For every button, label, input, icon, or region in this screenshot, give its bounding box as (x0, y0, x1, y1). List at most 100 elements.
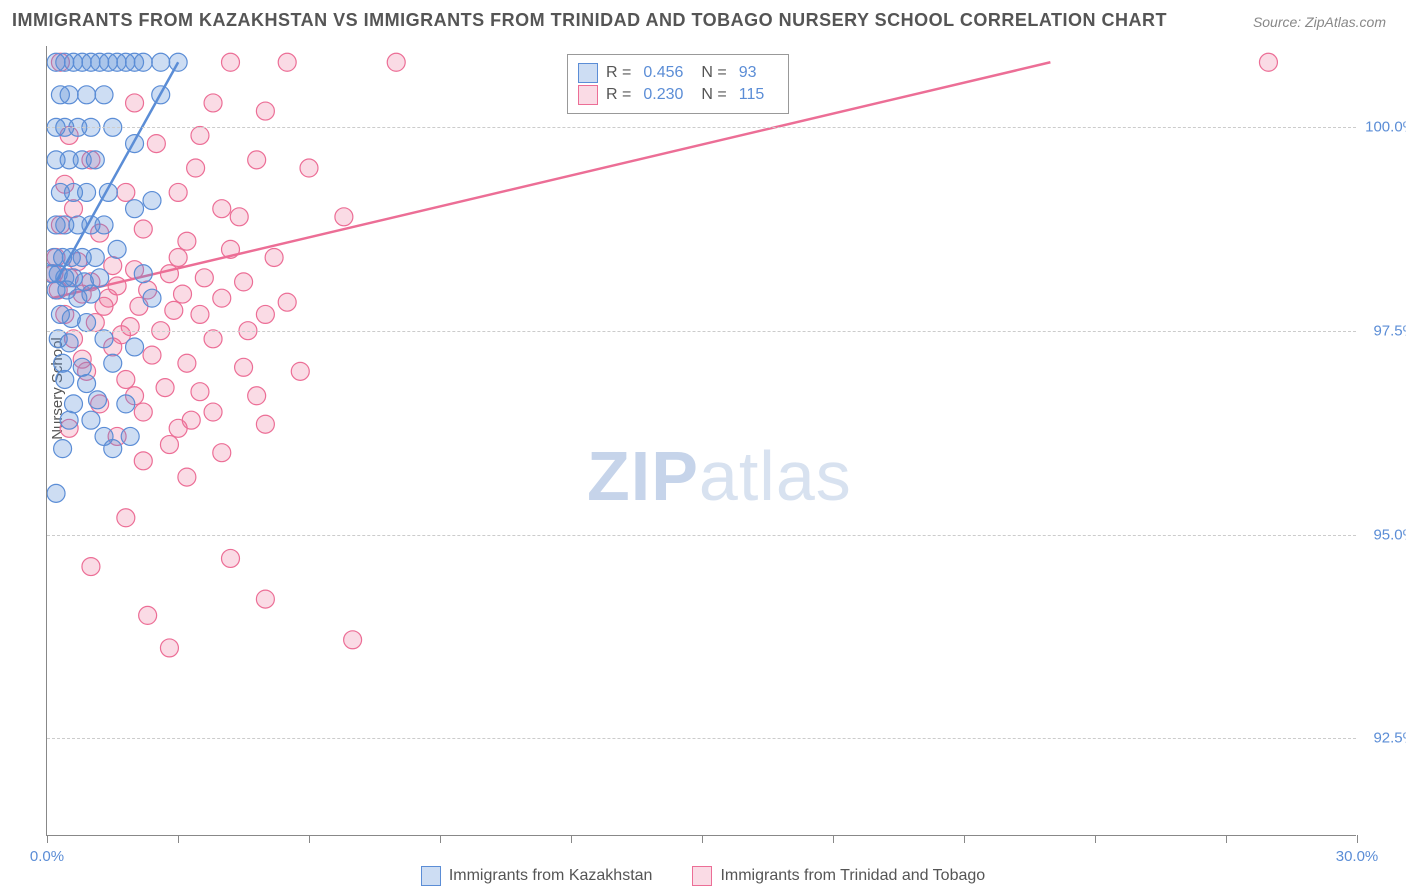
kazakhstan-point (78, 375, 96, 393)
trinidad-point (117, 183, 135, 201)
swatch-trinidad-bottom (692, 866, 712, 886)
n-prefix: N = (701, 64, 726, 82)
kazakhstan-point (56, 371, 74, 389)
gridline-horizontal (47, 127, 1356, 128)
trinidad-point (256, 415, 274, 433)
kazakhstan-point (78, 314, 96, 332)
plot-area: ZIPatlas R = 0.456 N = 93 R = 0.230 N = … (46, 46, 1356, 836)
kazakhstan-point (108, 240, 126, 258)
kazakhstan-point (134, 53, 152, 71)
trinidad-point (248, 387, 266, 405)
kazakhstan-point (86, 248, 104, 266)
trinidad-point (204, 94, 222, 112)
kazakhstan-point (91, 269, 109, 287)
swatch-kazakhstan-bottom (421, 866, 441, 886)
gridline-horizontal (47, 535, 1356, 536)
trinidad-point (213, 200, 231, 218)
trinidad-point (204, 403, 222, 421)
trinidad-point (195, 269, 213, 287)
scatter-svg (47, 46, 1356, 835)
kazakhstan-point (134, 265, 152, 283)
trinidad-point (335, 208, 353, 226)
trinidad-point (222, 549, 240, 567)
y-tick-label: 92.5% (1362, 730, 1406, 747)
stats-row-trinidad: R = 0.230 N = 115 (578, 85, 774, 105)
kazakhstan-point (88, 391, 106, 409)
trinidad-point (178, 354, 196, 372)
trinidad-point (204, 330, 222, 348)
y-tick-label: 97.5% (1362, 323, 1406, 340)
kazakhstan-point (104, 354, 122, 372)
kazakhstan-point (54, 440, 72, 458)
stats-legend-box: R = 0.456 N = 93 R = 0.230 N = 115 (567, 54, 789, 114)
r-prefix: R = (606, 64, 631, 82)
kazakhstan-point (95, 216, 113, 234)
kazakhstan-point (143, 192, 161, 210)
n-prefix: N = (701, 86, 726, 104)
kazakhstan-point (78, 86, 96, 104)
trinidad-point (387, 53, 405, 71)
trinidad-point (344, 631, 362, 649)
trinidad-point (160, 436, 178, 454)
trinidad-point (222, 53, 240, 71)
chart-container: IMMIGRANTS FROM KAZAKHSTAN VS IMMIGRANTS… (0, 0, 1406, 892)
trinidad-point (300, 159, 318, 177)
trinidad-point (213, 289, 231, 307)
kazakhstan-point (82, 411, 100, 429)
stats-row-kazakhstan: R = 0.456 N = 93 (578, 63, 774, 83)
x-tick (1357, 835, 1358, 843)
trinidad-point (147, 135, 165, 153)
r-value-kazakhstan: 0.456 (643, 64, 683, 82)
x-tick (571, 835, 572, 843)
legend-label-kazakhstan: Immigrants from Kazakhstan (449, 867, 653, 885)
trinidad-point (169, 419, 187, 437)
x-tick (702, 835, 703, 843)
kazakhstan-point (121, 427, 139, 445)
trinidad-point (213, 444, 231, 462)
kazakhstan-point (117, 395, 135, 413)
trinidad-point (248, 151, 266, 169)
kazakhstan-point (54, 354, 72, 372)
kazakhstan-point (104, 440, 122, 458)
x-tick (178, 835, 179, 843)
trinidad-point (178, 468, 196, 486)
trinidad-point (256, 590, 274, 608)
x-tick (833, 835, 834, 843)
trinidad-point (156, 379, 174, 397)
trinidad-point (278, 293, 296, 311)
trinidad-point (134, 403, 152, 421)
trinidad-point (178, 232, 196, 250)
source-label: Source: ZipAtlas.com (1253, 14, 1386, 30)
trinidad-trendline (52, 62, 1051, 298)
kazakhstan-point (60, 86, 78, 104)
trinidad-point (169, 183, 187, 201)
n-value-kazakhstan: 93 (739, 64, 757, 82)
trinidad-point (134, 452, 152, 470)
trinidad-point (230, 208, 248, 226)
trinidad-point (291, 362, 309, 380)
y-tick-label: 95.0% (1362, 526, 1406, 543)
kazakhstan-point (86, 151, 104, 169)
swatch-trinidad (578, 85, 598, 105)
trinidad-point (117, 509, 135, 527)
trinidad-point (117, 371, 135, 389)
trinidad-point (139, 606, 157, 624)
gridline-horizontal (47, 738, 1356, 739)
gridline-horizontal (47, 331, 1356, 332)
trinidad-point (174, 285, 192, 303)
trinidad-point (143, 346, 161, 364)
kazakhstan-point (95, 330, 113, 348)
legend-label-trinidad: Immigrants from Trinidad and Tobago (720, 867, 985, 885)
kazakhstan-point (169, 53, 187, 71)
trinidad-point (187, 159, 205, 177)
trinidad-point (160, 639, 178, 657)
y-tick-label: 100.0% (1362, 119, 1406, 136)
trinidad-point (65, 200, 83, 218)
kazakhstan-point (47, 484, 65, 502)
legend-item-kazakhstan: Immigrants from Kazakhstan (421, 866, 653, 886)
trinidad-point (82, 558, 100, 576)
kazakhstan-point (73, 358, 91, 376)
trinidad-point (169, 248, 187, 266)
r-value-trinidad: 0.230 (643, 86, 683, 104)
x-tick-label: 0.0% (30, 848, 64, 865)
